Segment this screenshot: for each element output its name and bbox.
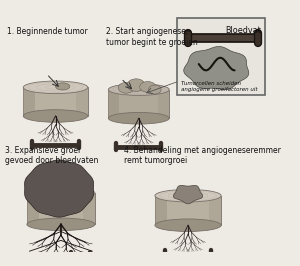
Bar: [83, 193, 95, 224]
Ellipse shape: [27, 218, 95, 231]
Text: Bloedvat: Bloedvat: [226, 26, 262, 35]
Ellipse shape: [127, 79, 145, 91]
Text: 3. Expansieve groei
gevoed door bloedvaten: 3. Expansieve groei gevoed door bloedvat…: [5, 146, 99, 165]
Ellipse shape: [27, 187, 95, 199]
Bar: [27, 193, 95, 224]
Bar: [155, 196, 167, 225]
Ellipse shape: [56, 83, 70, 90]
Ellipse shape: [108, 113, 169, 124]
Text: 1. Beginnende tumor: 1. Beginnende tumor: [7, 27, 88, 36]
Bar: [108, 90, 119, 118]
Bar: [27, 193, 39, 224]
Text: 4. Behandeling met angiogeneseremmer
remt tumorgroei: 4. Behandeling met angiogeneseremmer rem…: [124, 146, 280, 165]
Polygon shape: [184, 47, 249, 90]
FancyBboxPatch shape: [177, 18, 266, 95]
Ellipse shape: [148, 85, 161, 94]
Ellipse shape: [140, 81, 156, 92]
Polygon shape: [25, 160, 94, 217]
Bar: [76, 87, 88, 116]
Bar: [155, 196, 221, 225]
Ellipse shape: [155, 189, 221, 202]
Bar: [23, 87, 88, 116]
Ellipse shape: [155, 219, 221, 231]
Ellipse shape: [23, 110, 88, 122]
Bar: [158, 90, 169, 118]
Ellipse shape: [118, 82, 134, 93]
Bar: [209, 196, 221, 225]
Ellipse shape: [23, 81, 88, 94]
Bar: [23, 87, 35, 116]
Polygon shape: [173, 185, 203, 204]
Ellipse shape: [108, 84, 169, 95]
Text: Tumorcellen scheiden
angiogene groeifactoren uit: Tumorcellen scheiden angiogene groeifact…: [181, 81, 257, 92]
Bar: [108, 90, 169, 118]
Text: 2. Start angiogenese,
tumor begint te groeien: 2. Start angiogenese, tumor begint te gr…: [106, 27, 197, 47]
